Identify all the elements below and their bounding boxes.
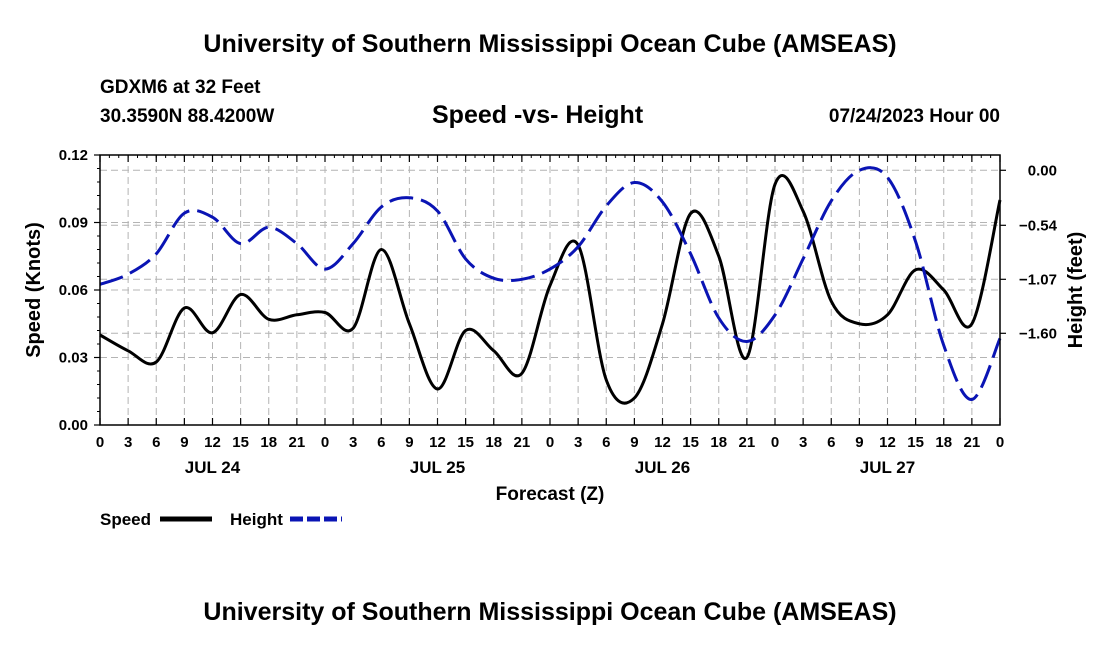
x-tick-label: 6 <box>152 434 160 451</box>
y-tick-label: 0.09 <box>59 215 88 232</box>
x-tick-label: 0 <box>96 434 104 451</box>
x-tick-label: 0 <box>546 434 554 451</box>
x-tick-label: 18 <box>710 434 727 451</box>
x-tick-label: 0 <box>771 434 779 451</box>
date-label: 07/24/2023 Hour 00 <box>828 106 1000 127</box>
x-tick-label: 0 <box>321 434 329 451</box>
x-tick-label: 6 <box>827 434 835 451</box>
day-label: JUL 25 <box>410 458 465 477</box>
x-tick-label: 9 <box>630 434 638 451</box>
x-tick-label: 15 <box>682 434 699 451</box>
chart-title: Speed -vs- Height <box>432 101 644 129</box>
y2-tick-label: 0.00 <box>1028 162 1057 179</box>
x-tick-label: 6 <box>377 434 385 451</box>
x-tick-label: 21 <box>289 434 306 451</box>
x-tick-label: 12 <box>879 434 896 451</box>
x-tick-label: 18 <box>260 434 277 451</box>
x-tick-label: 0 <box>996 434 1004 451</box>
x-tick-label: 18 <box>935 434 952 451</box>
x-tick-label: 3 <box>349 434 357 451</box>
x-tick-label: 15 <box>457 434 474 451</box>
footer-title: University of Southern Mississippi Ocean… <box>203 598 897 626</box>
x-tick-label: 3 <box>124 434 132 451</box>
y2-axis-label: Height (feet) <box>1065 232 1087 349</box>
x-tick-label: 3 <box>799 434 807 451</box>
series-line-height <box>99 166 1002 401</box>
x-tick-label: 15 <box>232 434 249 451</box>
x-tick-label: 18 <box>485 434 502 451</box>
x-tick-label: 6 <box>602 434 610 451</box>
x-tick-label: 21 <box>739 434 756 451</box>
x-tick-label: 15 <box>907 434 924 451</box>
x-tick-label: 12 <box>204 434 221 451</box>
y-tick-label: 0.03 <box>59 350 88 367</box>
chart-grid <box>100 155 1000 425</box>
location-label: 30.3590N 88.4200W <box>100 106 275 127</box>
day-label: JUL 24 <box>185 458 241 477</box>
y2-tick-label: −1.07 <box>1019 271 1057 288</box>
chart-ticks: 0 3 6 9 12 15 18 21 0 3 6 9 12 15 18 21 0 3 6 9 12 15 18 21 0 3 6 9… <box>59 147 1058 477</box>
x-tick-label: 9 <box>180 434 188 451</box>
station-label: GDXM6 at 32 Feet <box>100 77 261 98</box>
y2-tick-label: −1.60 <box>1019 325 1057 342</box>
day-label: JUL 26 <box>635 458 690 477</box>
chart-series <box>99 166 1002 405</box>
x-tick-label: 3 <box>574 434 582 451</box>
y-tick-label: 0.12 <box>59 147 88 164</box>
header-title: University of Southern Mississippi Ocean… <box>203 30 897 58</box>
y-tick-label: 0.00 <box>59 417 88 434</box>
x-tick-label: 9 <box>405 434 413 451</box>
x-tick-label: 21 <box>964 434 981 451</box>
legend-label-speed: Speed <box>100 510 151 529</box>
x-tick-label: 12 <box>429 434 446 451</box>
legend: Speed Height <box>100 510 342 529</box>
x-tick-label: 9 <box>855 434 863 451</box>
series-line-speed <box>99 174 1002 405</box>
y-tick-label: 0.06 <box>59 282 88 299</box>
day-label: JUL 27 <box>860 458 915 477</box>
legend-label-height: Height <box>230 510 283 529</box>
y-axis-label: Speed (Knots) <box>23 222 45 358</box>
y2-tick-label: −0.54 <box>1019 217 1058 234</box>
x-tick-label: 21 <box>514 434 531 451</box>
x-axis-label: Forecast (Z) <box>496 484 605 505</box>
x-tick-label: 12 <box>654 434 671 451</box>
